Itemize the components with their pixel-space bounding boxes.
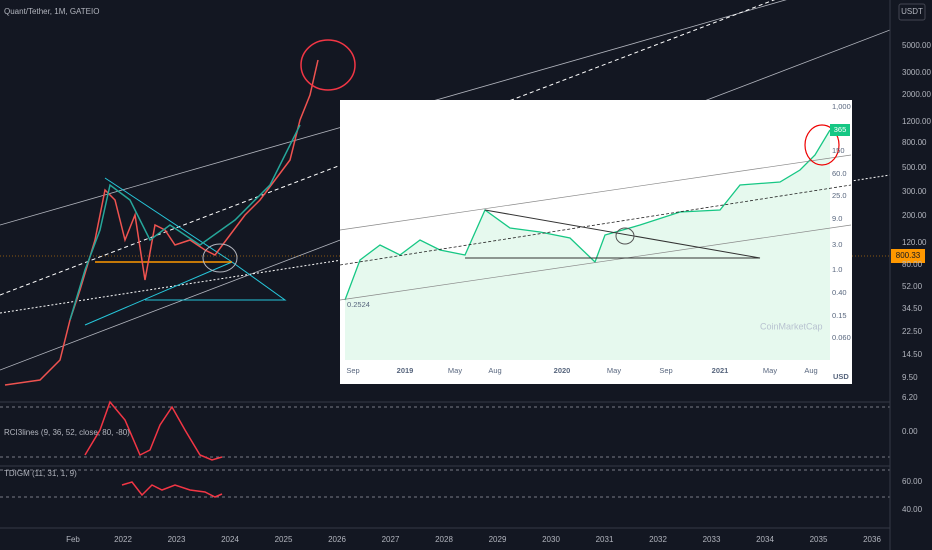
inset-price-label: 0.15 [832, 311, 847, 320]
chart-title: Quant/Tether, 1M, GATEIO [4, 7, 99, 16]
last-price-tag [891, 249, 925, 263]
highlight-circle [202, 243, 238, 273]
inset-time-label: Sep [659, 366, 672, 375]
inset-area [345, 130, 830, 360]
price-label: 200.00 [902, 211, 927, 220]
time-label: 2033 [703, 535, 721, 544]
time-label: 2035 [810, 535, 828, 544]
currency[interactable]: USDT [901, 7, 923, 16]
inset-channel [339, 224, 852, 301]
indicator-label: TDIGM (11, 31, 1, 9) [4, 469, 77, 478]
inset-time-label: Aug [804, 366, 817, 375]
inset-price-label: 1,000 [832, 102, 851, 111]
last-price: 800.33 [896, 251, 921, 260]
price-path-up [69, 124, 301, 321]
inset-price-label: 3.0 [832, 240, 842, 249]
inset-price-label: 25.0 [832, 191, 847, 200]
tdi-line [121, 481, 223, 498]
inset-price-line [344, 129, 831, 301]
rci-line [84, 400, 223, 461]
time-label: 2028 [435, 535, 453, 544]
time-label: 2029 [489, 535, 507, 544]
inset-price-label: 60.0 [832, 169, 847, 178]
time-label: 2022 [114, 535, 132, 544]
inset-price-label: 0.40 [832, 288, 847, 297]
inset-time-label: May [763, 366, 777, 375]
inset-chart: 365 0.2524 CoinMarketCap USD 1,000 150 60.… [339, 100, 852, 384]
price-label: 22.50 [902, 327, 923, 336]
inset-time-label: Aug [488, 366, 501, 375]
inset-time-label: May [448, 366, 462, 375]
time-label: 2026 [328, 535, 346, 544]
time-label: 2031 [596, 535, 614, 544]
price-path [4, 59, 319, 386]
inset-time-label: Sep [346, 366, 359, 375]
price-label: 5000.00 [902, 41, 931, 50]
price-label: 14.50 [902, 350, 923, 359]
watermark: CoinMarketCap [760, 321, 823, 331]
price-label: 80.00 [902, 260, 923, 269]
time-label: Feb [66, 535, 80, 544]
price-label: 800.00 [902, 138, 927, 147]
inset-channel [339, 154, 852, 231]
time-label: 2030 [542, 535, 560, 544]
time-label: 2034 [756, 535, 774, 544]
time-label: 2024 [221, 535, 239, 544]
price-label: 300.00 [902, 187, 927, 196]
price-label: 500.00 [902, 163, 927, 172]
time-label: 2027 [382, 535, 400, 544]
indicator-axis-label: 40.00 [902, 505, 923, 514]
triangle-lower [84, 261, 233, 326]
indicator-label: RCI3lines (9, 36, 52, close, 80, -80) [4, 428, 130, 437]
inset-circle [615, 227, 635, 245]
inset-low-label: 0.2524 [347, 300, 370, 309]
indicator-axis-label: 60.00 [902, 477, 923, 486]
inset-price-label: 1.0 [832, 265, 842, 274]
inset-price-label: 0.060 [832, 333, 851, 342]
price-label: 3000.00 [902, 68, 931, 77]
inset-time-label: 2019 [397, 366, 414, 375]
inset-time-label: 2021 [712, 366, 729, 375]
triangle-pattern [104, 177, 287, 301]
inset-price-label: 9.0 [832, 214, 842, 223]
inset-price-tag [830, 124, 850, 136]
inset-unit: USD [833, 372, 849, 381]
price-label: 34.50 [902, 304, 923, 313]
time-label: 2025 [275, 535, 293, 544]
price-label: 2000.00 [902, 90, 931, 99]
inset-circle [804, 124, 840, 166]
inset-channel [339, 184, 852, 266]
currency-button[interactable] [898, 3, 926, 21]
time-label: 2036 [863, 535, 881, 544]
price-label: 120.00 [902, 238, 927, 247]
inset-price-label: 150 [832, 146, 845, 155]
inset-time-label: 2020 [554, 366, 571, 375]
highlight-circle [300, 39, 356, 91]
indicator-axis-label: 0.00 [902, 427, 918, 436]
inset-triangle [465, 209, 761, 259]
price-label: 6.20 [902, 393, 918, 402]
time-label: 2032 [649, 535, 667, 544]
price-label: 52.00 [902, 282, 923, 291]
price-label: 1200.00 [902, 117, 931, 126]
price-label: 9.50 [902, 373, 918, 382]
time-label: 2023 [168, 535, 186, 544]
inset-last-price: 365 [834, 125, 847, 134]
inset-time-label: May [607, 366, 621, 375]
